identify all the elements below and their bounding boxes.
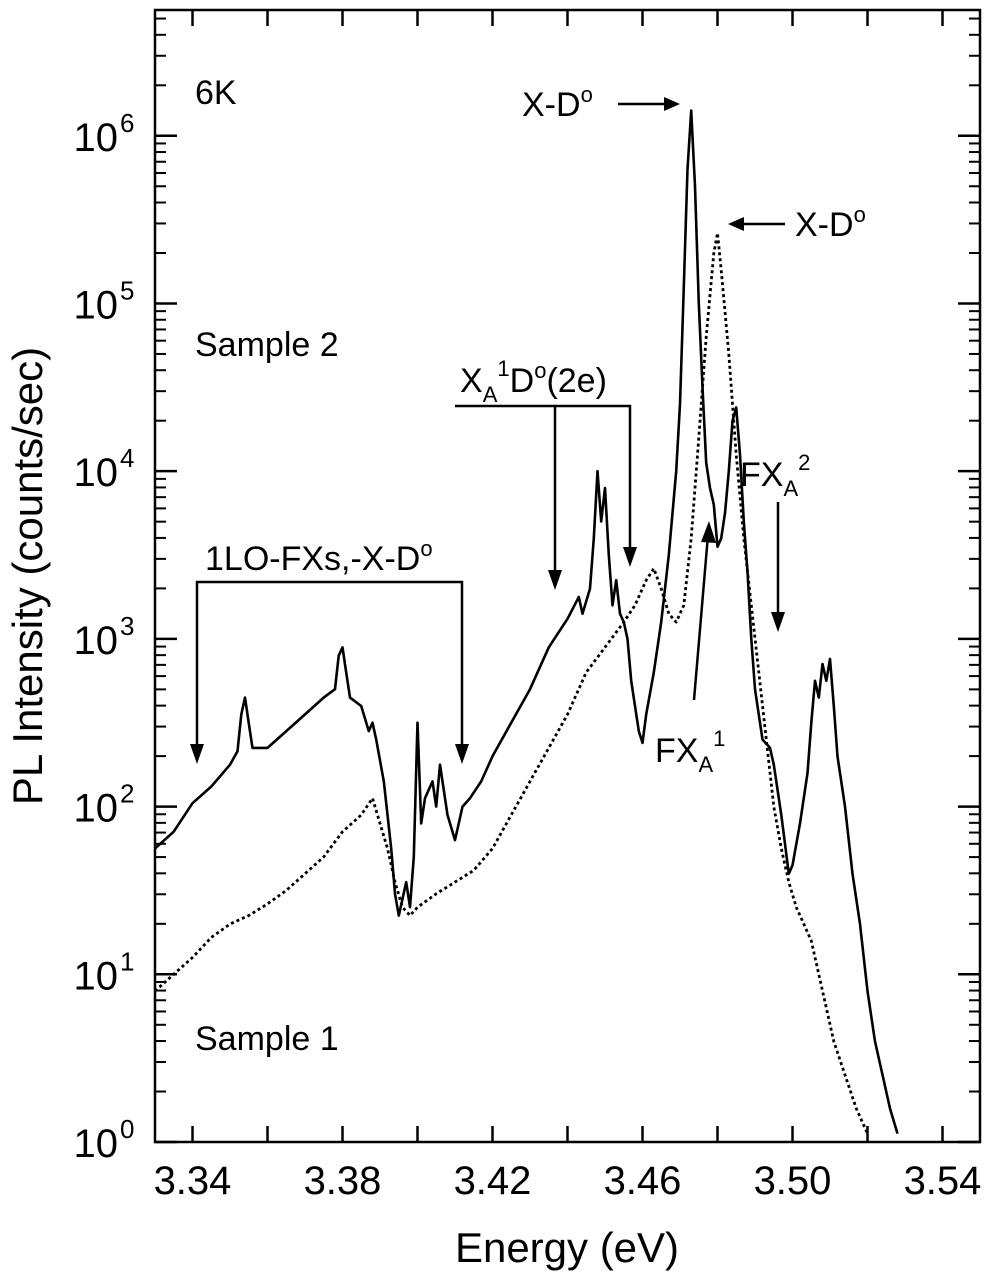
fxa2-sup: 2 xyxy=(798,450,810,475)
fxa1-sup: 1 xyxy=(713,726,725,751)
axis-ticks xyxy=(155,10,980,1144)
y-tick-label: 10 xyxy=(74,283,119,327)
annotation-sample-1: Sample 1 xyxy=(195,1020,339,1058)
x-tick-label: 3.50 xyxy=(754,1159,832,1203)
fxa2-sub: A xyxy=(783,476,798,501)
annotation-xdo-dotted: X-Do xyxy=(728,202,866,244)
svg-text:X-Do: X-Do xyxy=(522,82,593,124)
xa1do-sup-o: o xyxy=(534,358,546,383)
fxa1-base: FX xyxy=(655,732,698,770)
series-group xyxy=(154,109,899,1135)
y-tick-exponent: 6 xyxy=(120,108,134,138)
x-tick-label: 3.46 xyxy=(604,1159,682,1203)
bracket-xa1do xyxy=(553,404,632,578)
y-tick-exponent: 3 xyxy=(120,611,134,641)
y-tick-label: 10 xyxy=(74,1122,119,1166)
arrowhead-1lo-right xyxy=(455,744,469,764)
arrowhead-xdo-dotted xyxy=(728,217,744,231)
x-tick-label: 3.54 xyxy=(904,1159,982,1203)
xa1do-sub-a: A xyxy=(483,382,498,407)
y-tick-label: 10 xyxy=(74,787,119,831)
lo-fx-sup: o xyxy=(420,536,432,561)
y-tick-label: 10 xyxy=(74,451,119,495)
arrowhead-fxa1 xyxy=(701,521,716,543)
xa1do-2e: (2e) xyxy=(546,362,606,400)
annotation-xdo-dotted-sup: o xyxy=(854,202,866,227)
arrowhead-xa1do-left xyxy=(548,570,562,590)
y-tick-exponent: 5 xyxy=(120,275,134,305)
svg-text:1LO-FXs,-X-Do: 1LO-FXs,-X-Do xyxy=(205,536,433,578)
svg-text:XA1Do(2e): XA1Do(2e) xyxy=(460,356,607,407)
annotation-1lo-fxs: 1LO-FXs,-X-Do xyxy=(190,536,469,764)
fxa2-base: FX xyxy=(740,456,783,494)
arrowhead-xdo-solid xyxy=(664,97,680,111)
y-tick-exponent: 1 xyxy=(120,946,134,976)
y-axis-title: PL Intensity (counts/sec) xyxy=(4,347,51,805)
arrow-fxa1 xyxy=(692,534,710,701)
annotation-xdo-solid: X-Do xyxy=(522,82,680,124)
fxa1-sub: A xyxy=(698,752,713,777)
series-line-solid xyxy=(154,109,899,1134)
xa1do-d: D xyxy=(510,362,535,400)
annotation-temperature: 6K xyxy=(195,74,237,112)
annotation-xdo-solid-sup: o xyxy=(581,82,593,107)
x-axis-title: Energy (eV) xyxy=(455,1224,679,1271)
annotation-sample-2: Sample 2 xyxy=(195,326,339,364)
annotation-fxa2: FXA2 xyxy=(740,450,810,632)
y-tick-exponent: 0 xyxy=(120,1114,134,1144)
arrowhead-fxa2 xyxy=(771,612,785,632)
bracket-1lo-fxs xyxy=(195,580,464,752)
y-tick-label: 10 xyxy=(74,619,119,663)
x-tick-label: 3.38 xyxy=(304,1159,382,1203)
svg-text:FXA2: FXA2 xyxy=(740,450,810,501)
x-tick-label: 3.42 xyxy=(454,1159,532,1203)
lo-fx-base: 1LO-FXs,-X-D xyxy=(205,540,420,578)
y-tick-label: 10 xyxy=(74,116,119,160)
annotation-fxa1: FXA1 xyxy=(655,521,725,777)
x-tick-label: 3.34 xyxy=(154,1159,232,1203)
annotation-xdo-solid-base: X-D xyxy=(522,86,581,124)
svg-text:X-Do: X-Do xyxy=(795,202,866,244)
xa1do-x: X xyxy=(460,362,483,400)
arrowhead-1lo-left xyxy=(190,744,204,764)
xa1do-sup-1: 1 xyxy=(497,356,509,381)
y-tick-exponent: 4 xyxy=(120,443,134,473)
y-tick-exponent: 2 xyxy=(120,779,134,809)
arrowhead-xa1do-right xyxy=(623,547,637,567)
annotation-xdo-dotted-base: X-D xyxy=(795,206,854,244)
svg-text:FXA1: FXA1 xyxy=(655,726,725,777)
series-line-dotted xyxy=(154,231,869,1135)
annotation-xa1do-2e: XA1Do(2e) xyxy=(455,356,637,590)
y-tick-label: 10 xyxy=(74,954,119,998)
